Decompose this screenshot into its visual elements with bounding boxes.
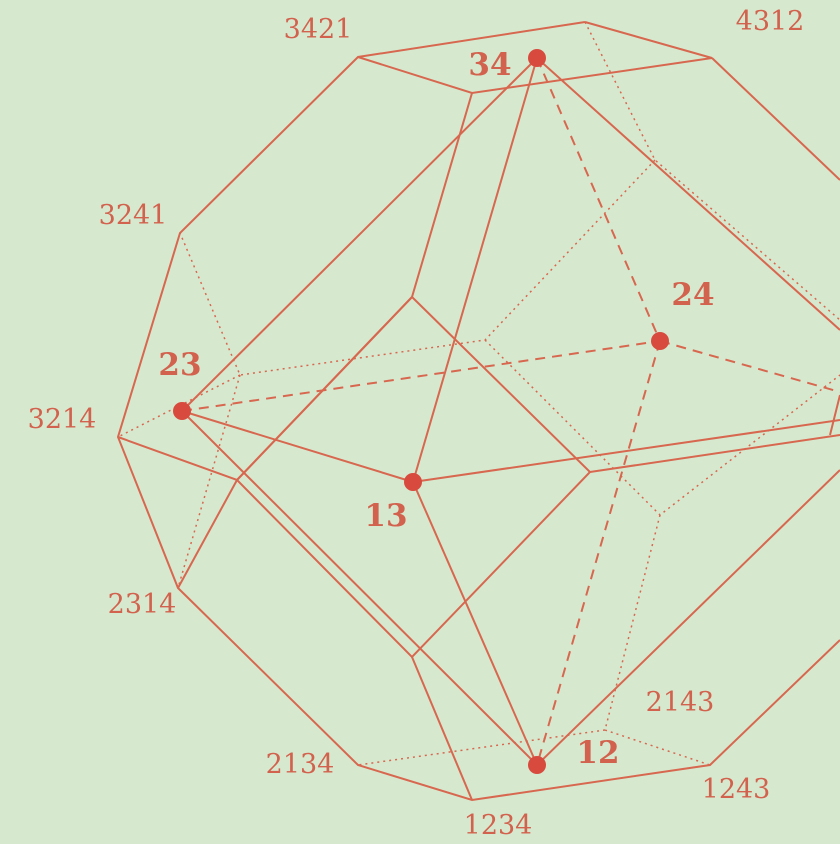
hidden-edge [177,374,241,589]
point-label: 13 [364,498,407,534]
edge [181,410,414,483]
vertex-label: 3421 [284,14,353,45]
vertex-label: 2143 [646,687,715,718]
edge [411,656,473,801]
edge [181,57,538,412]
hidden-edge [536,340,661,766]
edge [711,57,840,181]
vertex-label: 1234 [464,810,533,841]
vertex-label: 4312 [736,6,805,37]
edge [829,394,840,436]
octahedron [173,49,840,774]
hidden-edge [181,340,661,412]
vertex-label: 1243 [702,774,771,805]
vertex-label: 3214 [28,404,97,435]
permutohedron [116,21,840,802]
top-face [357,21,713,95]
edge [412,57,538,483]
hidden-edge [536,57,661,342]
point-label: 24 [671,277,714,313]
edge [181,410,538,766]
point-label: 12 [576,735,619,771]
hidden-edge [604,514,711,766]
edge [589,434,840,473]
edge [412,481,538,766]
point-label: 34 [468,47,511,83]
point [528,49,546,67]
edge [412,419,840,483]
vertex-label: 3241 [99,200,168,231]
vertex-label: 2314 [108,589,177,620]
point [173,402,191,420]
point-label: 23 [158,347,201,383]
edge [177,479,238,589]
point-labels: 34 24 23 13 12 [158,47,714,771]
hidden-edge [117,374,241,438]
vertex-label: 2134 [266,749,335,780]
point [404,473,422,491]
point [528,756,546,774]
hidden-edge [659,340,840,393]
point [651,332,669,350]
edge [536,469,840,766]
vertex-labels: 3421 4312 3241 3214 2314 2134 1234 1243 … [28,6,805,841]
edge [536,57,840,331]
